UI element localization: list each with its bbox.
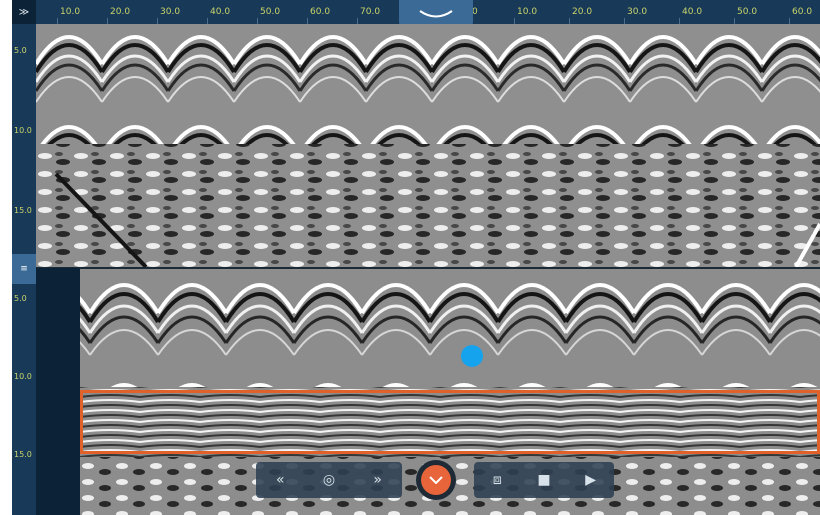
radargram-top[interactable] bbox=[36, 24, 820, 267]
ruler-tick: 50.0 bbox=[733, 0, 757, 24]
ruler-tick: 30.0 bbox=[623, 0, 647, 24]
record-button[interactable] bbox=[416, 460, 456, 500]
depth-tick: 10.0 bbox=[14, 126, 32, 135]
bottom-left-gutter bbox=[36, 268, 80, 515]
depth-tick: 10.0 bbox=[14, 372, 32, 381]
wave-icon bbox=[419, 10, 453, 18]
camera-icon[interactable]: ⧈ bbox=[492, 472, 502, 488]
play-icon[interactable]: ▶ bbox=[585, 472, 597, 488]
radargram-image bbox=[36, 24, 820, 267]
pane-divider[interactable] bbox=[36, 267, 820, 269]
gpr-scan-app: ≫ 10.0 20.0 30.0 40.0 50.0 60.0 70.0 0 1… bbox=[12, 0, 820, 515]
ruler-tick: 10.0 bbox=[513, 0, 537, 24]
ruler-tick: 60.0 bbox=[788, 0, 812, 24]
view-toggle-tab[interactable] bbox=[399, 0, 473, 28]
stop-icon[interactable]: ■ bbox=[537, 472, 551, 488]
ruler-tick: 20.0 bbox=[106, 0, 130, 24]
fast-forward-icon[interactable]: » bbox=[373, 472, 382, 488]
ruler-tick: 40.0 bbox=[678, 0, 702, 24]
depth-tick: 15.0 bbox=[14, 206, 32, 215]
split-handle[interactable]: ≡ bbox=[12, 254, 36, 284]
vertical-ruler-top: 5.0 10.0 15.0 bbox=[12, 24, 36, 254]
vertical-ruler-bottom: 5.0 10.0 15.0 bbox=[12, 284, 36, 515]
selection-rectangle[interactable] bbox=[80, 390, 820, 454]
depth-tick: 15.0 bbox=[14, 450, 32, 459]
rewind-icon[interactable]: « bbox=[276, 472, 285, 488]
chevron-down-icon bbox=[429, 476, 443, 484]
ruler-tick: 50.0 bbox=[256, 0, 280, 24]
capture-toolbar: ⧈ ■ ▶ bbox=[474, 462, 614, 498]
collapse-icon[interactable]: ≫ bbox=[12, 0, 36, 24]
record-icon bbox=[421, 465, 451, 495]
playback-toolbar: « ◎ » bbox=[256, 462, 402, 498]
target-icon[interactable]: ◎ bbox=[322, 472, 336, 488]
position-marker[interactable] bbox=[461, 345, 483, 367]
ruler-tick: 70.0 bbox=[356, 0, 380, 24]
ruler-tick: 60.0 bbox=[306, 0, 330, 24]
depth-tick: 5.0 bbox=[14, 46, 27, 55]
ruler-tick: 40.0 bbox=[206, 0, 230, 24]
ruler-tick: 30.0 bbox=[156, 0, 180, 24]
depth-tick: 5.0 bbox=[14, 294, 27, 303]
ruler-tick: 10.0 bbox=[56, 0, 80, 24]
ruler-tick: 20.0 bbox=[568, 0, 592, 24]
